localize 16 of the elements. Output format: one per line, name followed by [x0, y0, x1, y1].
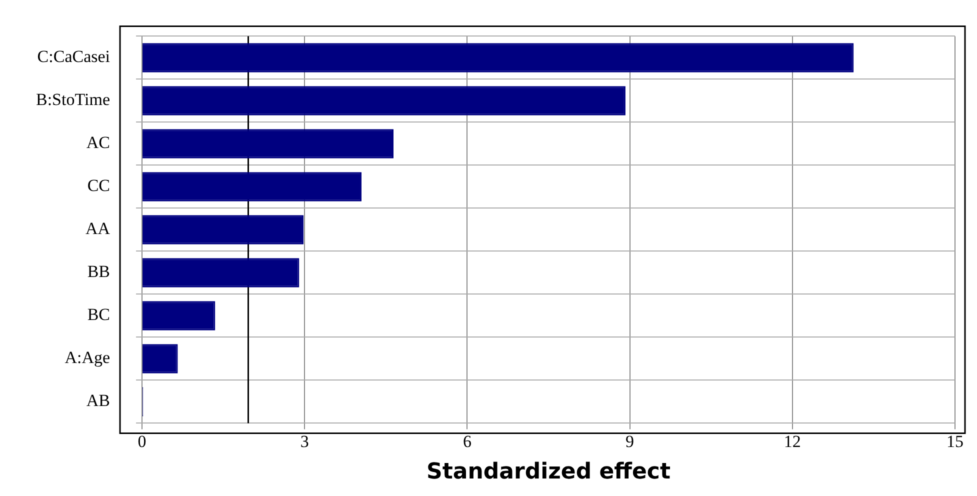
- x-tick-label: 9: [626, 432, 634, 451]
- x-tick-label: 12: [784, 432, 801, 451]
- x-axis-title: Standardized effect: [426, 460, 671, 485]
- y-tick-label: C:CaCasei: [37, 47, 110, 66]
- y-tick-label: BB: [87, 262, 110, 282]
- y-tick-label: AC: [86, 133, 110, 152]
- y-tick-label: CC: [87, 176, 110, 196]
- x-tick-label: 15: [946, 432, 964, 451]
- x-tick-label: 3: [300, 432, 309, 451]
- x-tick-label: 0: [138, 432, 146, 451]
- y-tick-label: AA: [85, 219, 111, 238]
- y-tick-label: AB: [86, 391, 110, 410]
- y-tick-label: BC: [87, 305, 110, 324]
- y-tick-label: A:Age: [64, 348, 110, 368]
- y-tick-label: B:StoTime: [36, 90, 110, 110]
- x-tick-label: 6: [462, 432, 472, 451]
